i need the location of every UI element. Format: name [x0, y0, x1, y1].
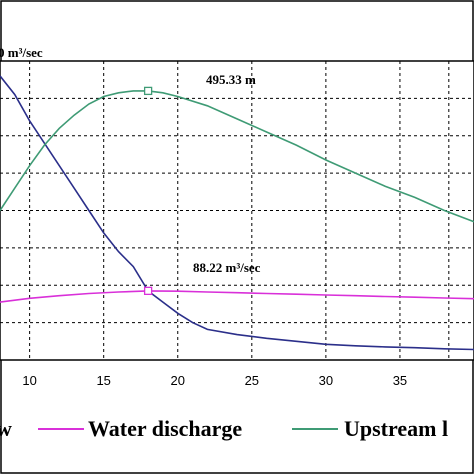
legend-label-inflow: w — [0, 416, 12, 441]
x-tick-label-30: 30 — [319, 373, 333, 388]
marker-discharge — [143, 286, 153, 296]
series-lines — [0, 75, 474, 351]
legend-label-discharge: Water discharge — [88, 416, 242, 441]
annotation-upstream-peak: 495.33 m — [206, 72, 256, 87]
x-tick-label-20: 20 — [171, 373, 185, 388]
x-axis-ticks: 10 15 20 25 30 35 — [22, 373, 407, 388]
x-tick-label-10: 10 — [22, 373, 36, 388]
annotation-top-left: 0 m³/sec — [0, 45, 43, 60]
series-markers — [143, 86, 153, 296]
annotation-discharge-peak: 88.22 m³/sec — [193, 260, 261, 275]
legend-label-upstream: Upstream l — [344, 416, 448, 441]
grid — [0, 61, 474, 360]
series-line-discharge — [0, 290, 474, 303]
marker-upstream — [143, 86, 153, 96]
series-line-inflow — [0, 75, 474, 351]
series-line-upstream — [0, 90, 474, 223]
x-tick-label-15: 15 — [96, 373, 110, 388]
legend: w Water discharge Upstream l — [0, 416, 448, 441]
x-tick-label-35: 35 — [393, 373, 407, 388]
x-tick-label-25: 25 — [245, 373, 259, 388]
